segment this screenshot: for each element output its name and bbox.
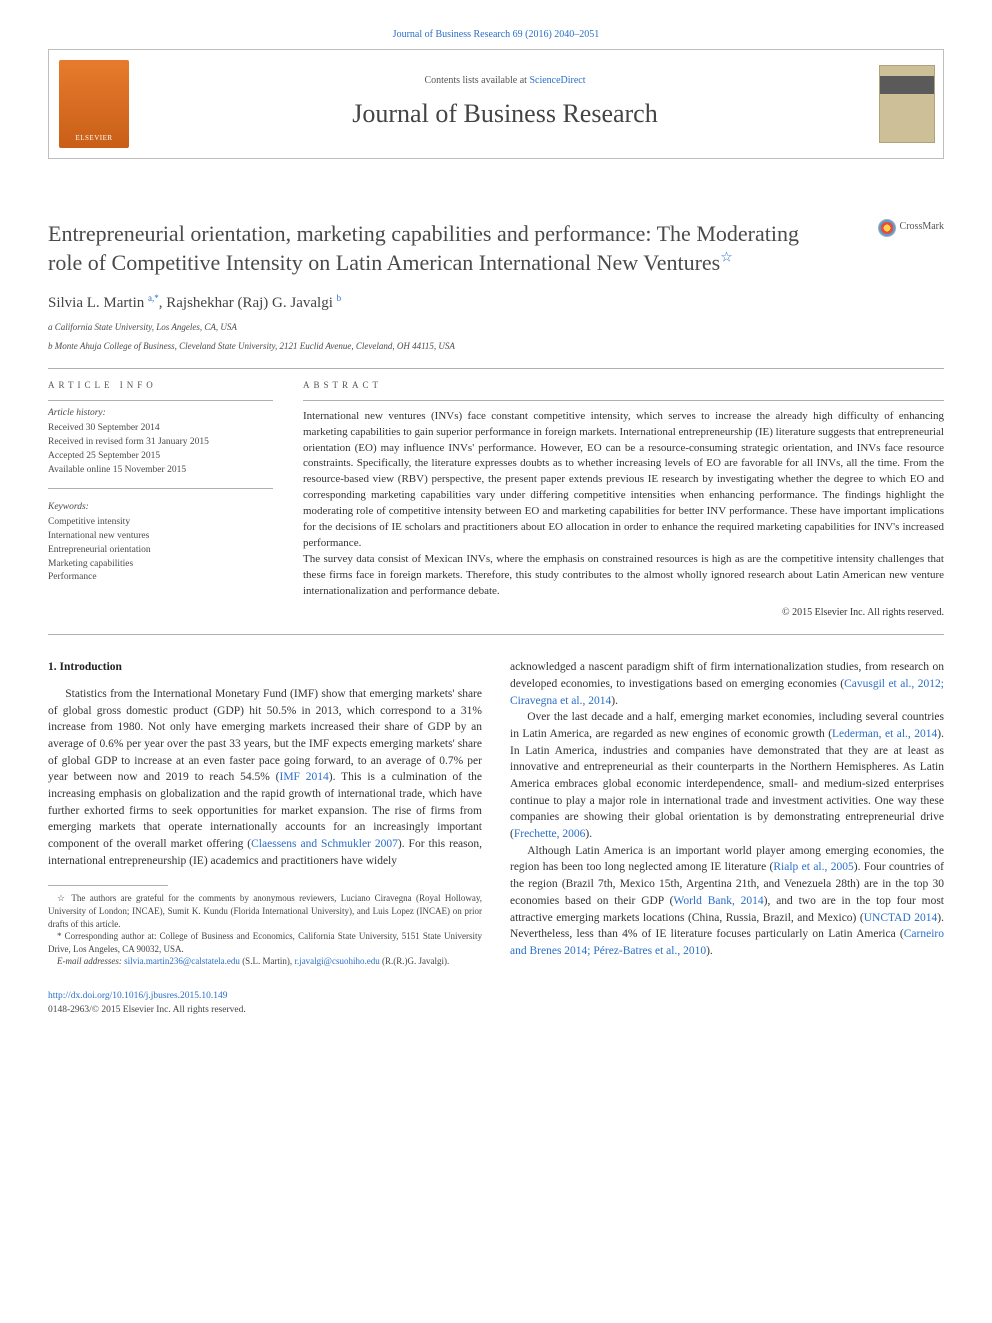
sd-prefix: Contents lists available at [424,75,529,86]
journal-ref-top: Journal of Business Research 69 (2016) 2… [48,28,944,43]
article-title: Entrepreneurial orientation, marketing c… [48,219,944,278]
cover-icon [879,65,935,143]
email-link[interactable]: r.javalgi@csuohiho.edu [294,956,379,966]
citation-link[interactable]: IMF 2014 [279,771,328,783]
history-accepted: Accepted 25 September 2015 [48,450,273,464]
body-paragraph: Statistics from the International Moneta… [48,686,482,869]
issn-copyright: 0148-2963/© 2015 Elsevier Inc. All right… [48,1004,482,1018]
elsevier-logo [49,50,139,158]
citation-link[interactable]: World Bank, 2014 [673,895,763,907]
divider [48,400,273,401]
citation-link[interactable]: Lederman, et al., 2014 [832,728,937,740]
crossmark-badge[interactable]: CrossMark [878,219,944,237]
keyword: Performance [48,571,273,585]
journal-cover-thumb [871,50,943,158]
citation-link[interactable]: Rialp et al., 2005 [773,861,853,873]
journal-ref-link[interactable]: Journal of Business Research 69 (2016) 2… [393,29,600,40]
divider [48,368,944,369]
divider [48,634,944,635]
abstract-p2: The survey data consist of Mexican INVs,… [303,552,944,600]
citation-link[interactable]: UNCTAD 2014 [864,912,938,924]
journal-header: Contents lists available at ScienceDirec… [48,49,944,159]
elsevier-logo-icon [59,60,129,148]
article-info-label: ARTICLE INFO [48,379,273,392]
keyword: Entrepreneurial orientation [48,544,273,558]
keyword: International new ventures [48,530,273,544]
footnote-emails: E-mail addresses: silvia.martin236@calst… [48,955,482,968]
abstract-p1: International new ventures (INVs) face c… [303,409,944,552]
author-line: Silvia L. Martin a,*, Rajshekhar (Raj) G… [48,292,944,315]
footnote-separator [48,885,168,886]
history-received: Received 30 September 2014 [48,422,273,436]
keywords-label: Keywords: [48,501,273,515]
section-heading-intro: 1. Introduction [48,659,482,676]
abstract-copyright: © 2015 Elsevier Inc. All rights reserved… [303,606,944,621]
body-paragraph: Although Latin America is an important w… [510,843,944,960]
body-paragraph: Over the last decade and a half, emergin… [510,709,944,842]
email-link[interactable]: silvia.martin236@calstatela.edu [124,956,240,966]
keyword: Marketing capabilities [48,558,273,572]
footnote-star: ☆ The authors are grateful for the comme… [48,892,482,930]
title-footnote-marker: ☆ [720,251,733,266]
affiliation-a: a California State University, Los Angel… [48,321,944,335]
sciencedirect-link[interactable]: ScienceDirect [529,75,585,86]
crossmark-label: CrossMark [900,220,944,235]
abstract-label: ABSTRACT [303,379,944,392]
history-revised: Received in revised form 31 January 2015 [48,436,273,450]
author2-affil-marker: b [337,293,342,303]
crossmark-icon [878,219,896,237]
citation-link[interactable]: Frechette, 2006 [514,828,586,840]
keyword: Competitive intensity [48,516,273,530]
history-label: Article history: [48,407,273,421]
affiliation-b: b Monte Ahuja College of Business, Cleve… [48,340,944,354]
author1-affil-marker: a,* [148,293,159,303]
divider [48,488,273,489]
citation-link[interactable]: Claessens and Schmukler 2007 [251,838,398,850]
history-online: Available online 15 November 2015 [48,464,273,478]
body-paragraph: acknowledged a nascent paradigm shift of… [510,659,944,709]
footnote-corresponding: * Corresponding author at: College of Bu… [48,930,482,955]
doi-link[interactable]: http://dx.doi.org/10.1016/j.jbusres.2015… [48,990,482,1004]
sciencedirect-line: Contents lists available at ScienceDirec… [424,74,585,89]
divider [303,400,944,401]
journal-title: Journal of Business Research [352,95,657,133]
